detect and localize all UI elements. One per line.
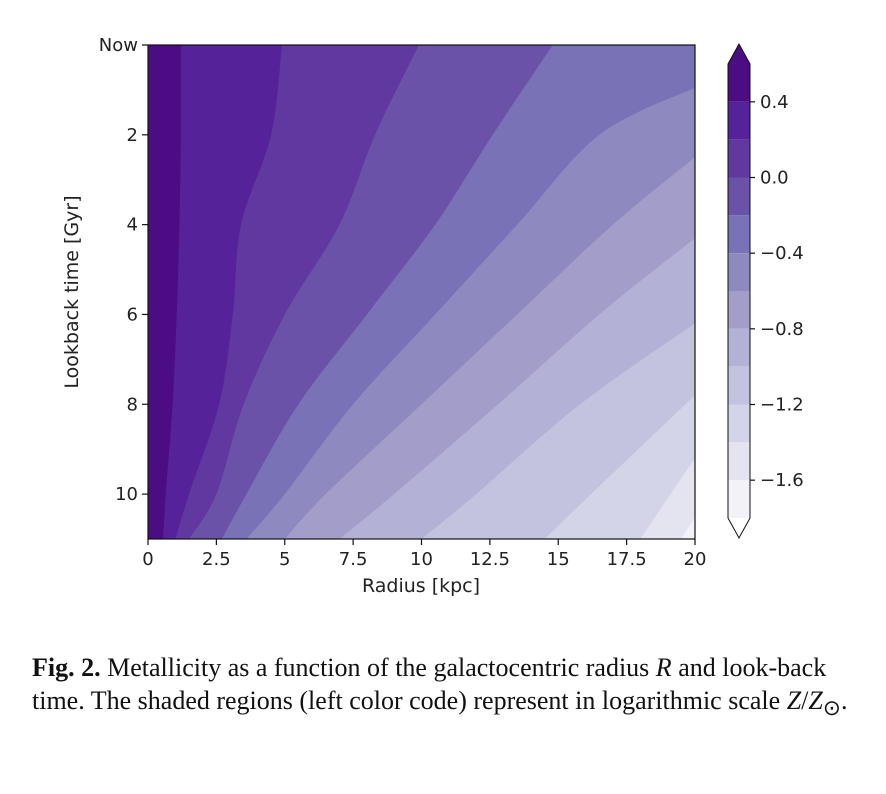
colorbar-tick-label: −0.8 <box>760 319 804 340</box>
colorbar-extend-bottom <box>728 518 750 538</box>
x-tick-label: 5 <box>279 549 290 570</box>
caption-z-sun: Z <box>808 686 823 715</box>
plot-area <box>148 45 696 540</box>
caption-sun-symbol: ⊙ <box>822 696 842 721</box>
colorbar-tick-label: 0.0 <box>760 168 789 189</box>
colorbar-tick-label: −0.4 <box>760 243 804 264</box>
colorbar-tick-label: −1.6 <box>760 470 804 491</box>
colorbar-band <box>728 253 750 291</box>
caption-label: Fig. 2. <box>32 653 101 682</box>
x-tick-label: 17.5 <box>607 549 647 570</box>
y-tick-label: 4 <box>127 215 138 236</box>
colorbar-outline <box>727 42 751 540</box>
x-tick-label: 10 <box>410 549 433 570</box>
y-tick-label: 8 <box>127 394 138 415</box>
x-tick-label: 2.5 <box>202 549 231 570</box>
colorbar-tick-label: 0.4 <box>760 92 789 113</box>
y-tick-label: 6 <box>127 304 138 325</box>
colorbar-band <box>728 404 750 443</box>
colorbar-band <box>728 215 750 254</box>
caption-text-1: Metallicity as a function of the galacto… <box>100 653 656 682</box>
colorbar-extend-top <box>728 44 750 64</box>
x-axis: 0 2.5 5 7.5 10 12.5 15 17.5 20 <box>142 539 706 570</box>
colorbar-band <box>728 177 750 216</box>
colorbar-band <box>728 442 750 481</box>
y-tick-label: 10 <box>115 484 138 505</box>
y-axis: Now 2 4 6 8 10 <box>99 35 148 505</box>
colorbar-band <box>728 328 750 367</box>
colorbar-band <box>728 139 750 178</box>
x-axis-label: Radius [kpc] <box>362 575 480 597</box>
y-axis-label: Lookback time [Gyr] <box>61 195 83 388</box>
chart: 0 2.5 5 7.5 10 12.5 15 17.5 20 Now 2 4 6 8 10 0.4 0.0 −… <box>61 35 804 597</box>
caption-end: . <box>841 686 848 715</box>
colorbar-band <box>728 101 750 140</box>
caption-var-r: R <box>655 653 672 682</box>
contour-region-10 <box>640 458 695 539</box>
y-tick-label: 2 <box>127 125 138 146</box>
colorbar-band <box>728 480 750 518</box>
colorbar-band <box>728 291 750 329</box>
colorbar-tick-label: −1.2 <box>760 395 804 416</box>
colorbar-band <box>728 64 750 102</box>
y-tick-label: Now <box>99 35 138 56</box>
caption-text-2: and look-back time. The shaded regions (… <box>32 653 827 715</box>
x-tick-label: 12.5 <box>470 549 510 570</box>
colorbar: 0.4 0.0 −0.4 −0.8 −1.2 −1.6 <box>727 42 804 540</box>
contour-region-11 <box>681 516 695 539</box>
x-tick-label: 20 <box>684 549 707 570</box>
x-tick-label: 15 <box>547 549 570 570</box>
contour-region-9 <box>544 395 695 539</box>
caption-z: Z <box>786 686 802 715</box>
x-tick-label: 0 <box>142 549 153 570</box>
colorbar-band <box>728 366 750 405</box>
x-tick-label: 7.5 <box>339 549 368 570</box>
figure-caption: Fig. 2. Metallicity as a function of the… <box>32 651 862 725</box>
caption-slash: / <box>801 686 809 715</box>
